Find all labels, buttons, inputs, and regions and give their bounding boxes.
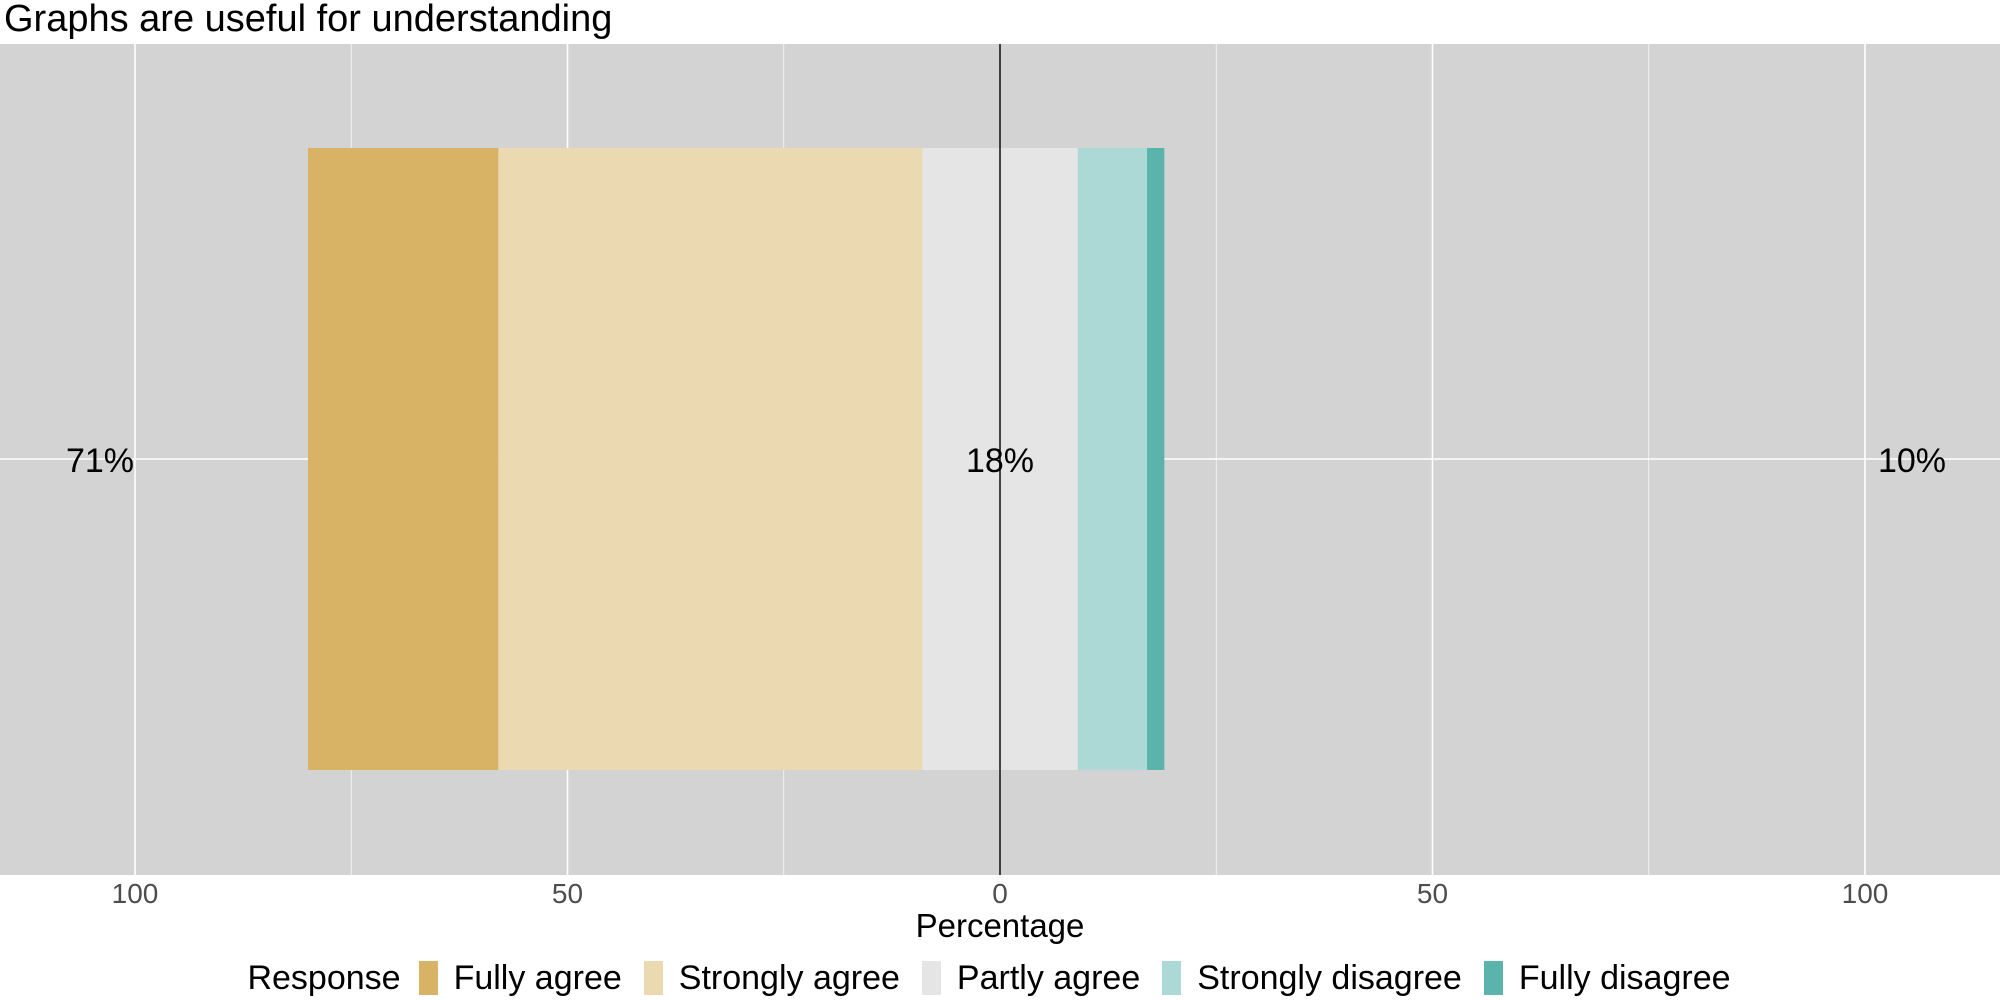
x-tick-label: 100 — [1842, 878, 1889, 909]
legend-title: Response — [247, 959, 401, 997]
bar-segment-fully-disagree — [1147, 148, 1165, 770]
x-tick-label: 0 — [992, 878, 1008, 909]
bar-segment-strongly-disagree — [1077, 148, 1148, 770]
legend-label: Partly agree — [956, 959, 1141, 997]
bar-segment-strongly-agree — [498, 148, 923, 770]
bar-layer — [308, 148, 1165, 770]
legend-item-strongly-disagree: Strongly disagree — [1162, 958, 1462, 998]
x-axis-title: Percentage — [915, 907, 1085, 944]
legend-item-partly-agree: Partly agree — [921, 958, 1141, 998]
x-tick-label: 100 — [112, 878, 159, 909]
legend-swatch — [418, 961, 438, 995]
chart-title: Graphs are useful for understanding — [4, 0, 613, 40]
legend-label: Fully disagree — [1518, 959, 1731, 997]
legend-swatch — [921, 961, 941, 995]
x-tick-label: 50 — [1417, 878, 1448, 909]
legend-item-fully-disagree: Fully disagree — [1483, 958, 1731, 998]
percent-label-right: 10% — [1878, 442, 1946, 480]
legend-item-fully-agree: Fully agree — [418, 958, 622, 998]
legend-swatch — [1483, 961, 1503, 995]
legend-label: Strongly agree — [678, 959, 900, 997]
legend-label: Fully agree — [453, 959, 622, 997]
percent-label-left: 71% — [66, 442, 134, 480]
legend-label: Strongly disagree — [1197, 959, 1462, 997]
bar-segment-fully-agree — [308, 148, 499, 770]
legend-item-strongly-agree: Strongly agree — [643, 958, 900, 998]
legend-swatch — [1162, 961, 1182, 995]
percent-label-center: 18% — [966, 442, 1034, 480]
x-tick-label: 50 — [552, 878, 583, 909]
x-tick-labels: 100 50 0 50 100 — [112, 878, 1889, 909]
legend-swatch — [643, 961, 663, 995]
legend: Response Fully agree Strongly agree Partly… — [0, 958, 2000, 998]
